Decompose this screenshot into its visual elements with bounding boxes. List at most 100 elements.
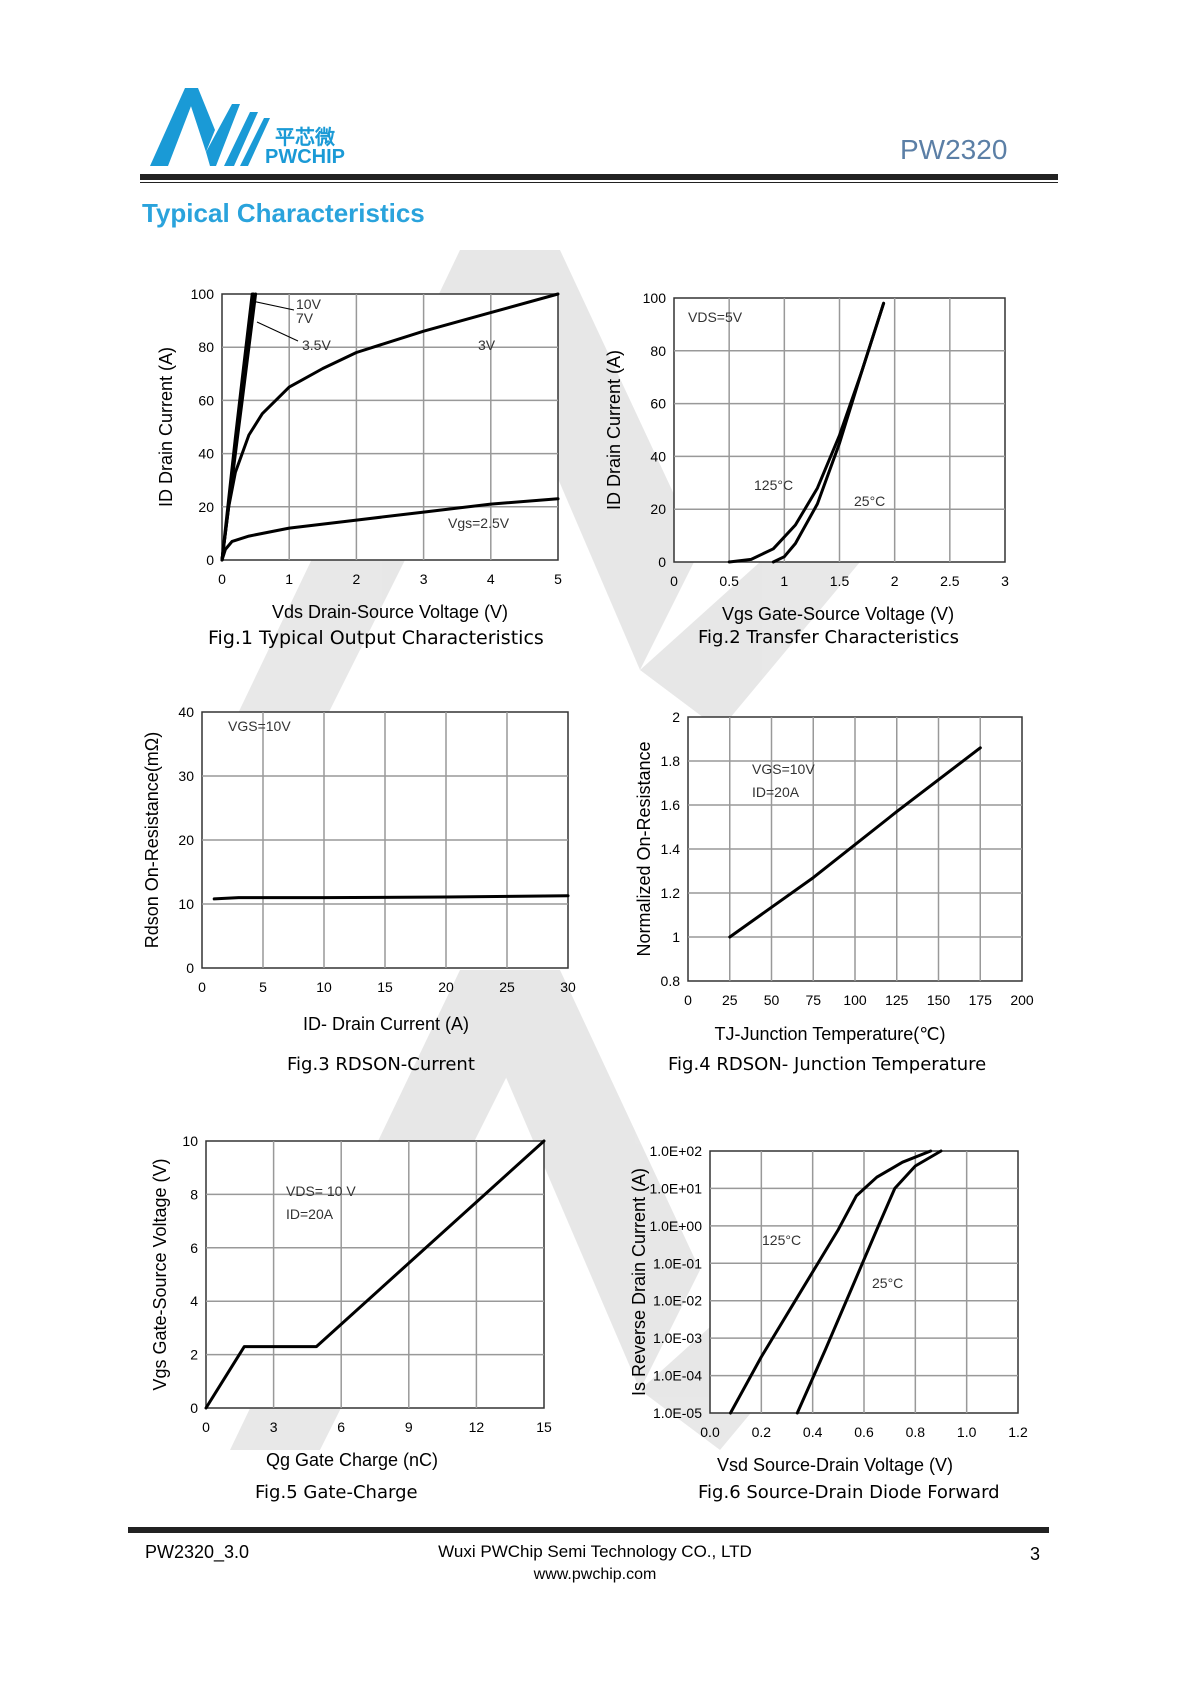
fig1-y-tick-label: 40 [198, 446, 214, 462]
fig4-series-line [728, 746, 982, 939]
fig4-x-tick-label: 25 [722, 992, 738, 1008]
fig2-caption: Fig.2 Transfer Characteristics [698, 627, 960, 648]
fig1-x-tick-label: 5 [554, 571, 562, 587]
fig5-series-line [204, 1139, 546, 1410]
footer-url: www.pwchip.com [533, 1566, 657, 1583]
fig5-y-tick-label: 6 [190, 1240, 198, 1256]
fig2-y-tick-label: 0 [658, 554, 666, 570]
fig6-y-tick-label: 1.0E-04 [653, 1368, 702, 1384]
fig3-y-tick-label: 0 [186, 960, 194, 976]
fig6-x-tick-label: 0.2 [752, 1424, 772, 1440]
fig6-y-tick-label: 1.0E+02 [649, 1143, 702, 1159]
logo-mark [150, 88, 270, 166]
fig1-label-pointer [256, 321, 299, 342]
fig5-caption: Fig.5 Gate-Charge [255, 1482, 418, 1503]
fig5-y-tick-label: 4 [190, 1293, 198, 1309]
header-rule-thin [140, 182, 1058, 183]
fig1-y-tick-label: 20 [198, 499, 214, 515]
fig2-y-axis-label: ID Drain Current (A) [604, 350, 624, 510]
fig4-x-tick-label: 100 [843, 992, 867, 1008]
fig3-y-tick-label: 30 [178, 768, 194, 784]
fig2-x-tick-label: 1 [780, 573, 788, 589]
fig4-y-tick-label: 2 [672, 709, 680, 725]
fig5-x-tick-label: 6 [337, 1419, 345, 1435]
fig4-x-tick-label: 150 [927, 992, 951, 1008]
fig2-annotation: VDS=5V [688, 309, 743, 325]
fig2-x-tick-label: 3 [1001, 573, 1009, 589]
fig2-y-tick-label: 60 [650, 396, 666, 412]
footer-company: Wuxi PWChip Semi Technology CO., LTD [438, 1542, 752, 1561]
fig6-y-tick-label: 1.0E-03 [653, 1330, 702, 1346]
fig3-x-tick-label: 30 [560, 979, 576, 995]
footer-rule [128, 1527, 1049, 1533]
fig2-x-tick-label: 2 [891, 573, 899, 589]
fig1-x-axis-label: Vds Drain-Source Voltage (V) [272, 602, 508, 622]
fig4-x-tick-label: 50 [764, 992, 780, 1008]
fig1-caption: Fig.1 Typical Output Characteristics [208, 627, 544, 649]
fig5-y-tick-label: 10 [182, 1133, 198, 1149]
fig4-y-tick-label: 1.6 [661, 797, 681, 813]
fig5-annotation-id: ID=20A [286, 1206, 334, 1222]
fig3-x-axis-label: ID- Drain Current (A) [303, 1014, 469, 1034]
fig6-x-tick-label: 1.2 [1008, 1424, 1028, 1440]
fig5-x-tick-label: 3 [270, 1419, 278, 1435]
footer-page-number: 3 [1030, 1544, 1041, 1564]
fig2-label-25c: 25°C [854, 493, 885, 509]
fig4-caption: Fig.4 RDSON- Junction Temperature [668, 1054, 987, 1075]
fig2-y-tick-label: 40 [650, 448, 666, 464]
fig3-y-tick-label: 20 [178, 832, 194, 848]
fig5-y-tick-label: 2 [190, 1347, 198, 1363]
fig6-y-axis-label: Is Reverse Drain Current (A) [629, 1168, 649, 1396]
fig2-y-tick-label: 20 [650, 501, 666, 517]
fig2-y-tick-label: 100 [643, 290, 667, 306]
fig6-series-line [795, 1149, 943, 1415]
fig1-x-tick-label: 3 [420, 571, 428, 587]
fig1-x-tick-label: 2 [353, 571, 361, 587]
fig5-x-tick-label: 0 [202, 1419, 210, 1435]
fig2-label-125c: 125°C [754, 477, 793, 493]
fig6-x-axis-label: Vsd Source-Drain Voltage (V) [717, 1455, 953, 1475]
fig2-x-tick-label: 1.5 [830, 573, 850, 589]
fig4-annotation-id: ID=20A [752, 784, 800, 800]
footer-doc-id: PW2320_3.0 [145, 1542, 250, 1562]
part-number: PW2320 [900, 134, 1008, 165]
fig1-y-tick-label: 80 [198, 339, 214, 355]
fig6-series-line [729, 1149, 933, 1415]
fig6-y-tick-label: 1.0E-02 [653, 1293, 702, 1309]
fig1-x-tick-label: 1 [285, 571, 293, 587]
logo-text-en: PWCHIP [265, 146, 345, 168]
fig2-x-tick-label: 2.5 [940, 573, 960, 589]
fig6-x-tick-label: 0.0 [700, 1424, 720, 1440]
fig2-series-line [771, 301, 886, 564]
fig4-y-tick-label: 1.8 [661, 753, 681, 769]
logo-text-cn: 平芯微 [275, 127, 335, 149]
section-title: Typical Characteristics [142, 198, 425, 228]
fig5-y-tick-label: 8 [190, 1186, 198, 1202]
fig1-label-7v: 7V [296, 310, 314, 326]
fig4-x-tick-label: 125 [885, 992, 909, 1008]
fig1-label-3p5v: 3.5V [302, 337, 331, 353]
fig6-y-tick-label: 1.0E+01 [649, 1180, 702, 1196]
fig3-x-tick-label: 20 [438, 979, 454, 995]
fig3-x-tick-label: 10 [316, 979, 332, 995]
fig6-y-tick-label: 1.0E-05 [653, 1405, 702, 1421]
fig6-label-125c: 125°C [762, 1232, 801, 1248]
fig3-caption: Fig.3 RDSON-Current [287, 1054, 475, 1075]
fig1-label-pointer [251, 300, 295, 311]
fig4-x-tick-label: 175 [969, 992, 993, 1008]
fig6-x-tick-label: 0.8 [906, 1424, 926, 1440]
fig3-y-tick-label: 40 [178, 704, 194, 720]
fig6-x-tick-label: 0.4 [803, 1424, 823, 1440]
fig4-x-axis-label: TJ-Junction Temperature(℃) [715, 1024, 946, 1044]
fig6-caption: Fig.6 Source-Drain Diode Forward [698, 1482, 1000, 1503]
fig5-x-axis-label: Qg Gate Charge (nC) [266, 1450, 438, 1470]
fig1-y-tick-label: 0 [206, 552, 214, 568]
fig1-series-line [220, 292, 560, 562]
fig6-y-tick-label: 1.0E-01 [653, 1255, 702, 1271]
fig2-x-tick-label: 0.5 [719, 573, 739, 589]
fig4-y-tick-label: 1.4 [661, 841, 681, 857]
fig4-x-tick-label: 0 [684, 992, 692, 1008]
fig1-x-tick-label: 0 [218, 571, 226, 587]
fig5-x-tick-label: 12 [469, 1419, 485, 1435]
fig3-x-tick-label: 15 [377, 979, 393, 995]
